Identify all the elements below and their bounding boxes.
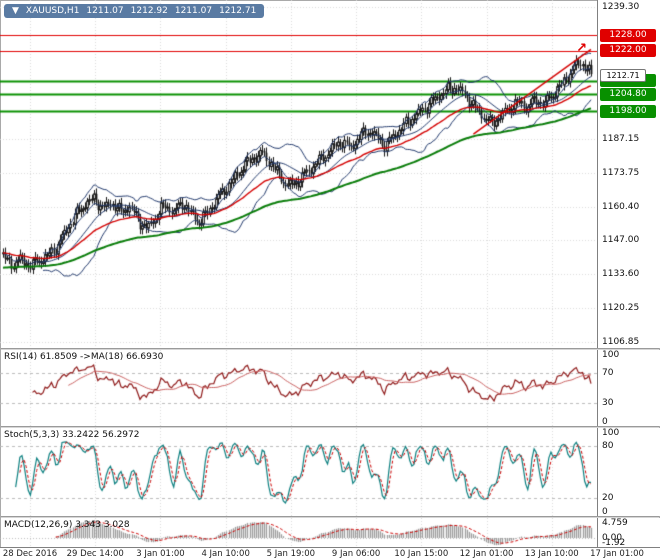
level-badge-1204.80: 1204.80: [600, 87, 656, 101]
main-chart-panel: ▼ XAUUSD,H1 1211.07 1212.92 1211.07 1212…: [0, 0, 660, 348]
panel-separator[interactable]: [0, 516, 660, 518]
macd-axis-label: 4.759: [602, 518, 628, 528]
symbol-ohlc-header[interactable]: ▼ XAUUSD,H1 1211.07 1212.92 1211.07 1212…: [4, 4, 265, 18]
date-label: 13 Jan 10:00: [524, 549, 579, 559]
macd-axis-label: 0.00: [602, 532, 623, 543]
ohlc-open: 1211.07: [86, 6, 124, 16]
date-label: 10 Jan 15:00: [394, 549, 449, 559]
stochastic-axis-label: 80: [602, 440, 614, 451]
main-chart-canvas[interactable]: [0, 0, 597, 348]
collapse-chevron-icon[interactable]: ▼: [12, 6, 19, 16]
macd-axis[interactable]: 4.759 0.00 -1.92: [597, 518, 660, 548]
stochastic-axis[interactable]: 100 80 20 0: [597, 428, 660, 517]
level-badge-1198.00: 1198.00: [600, 104, 656, 118]
symbol-timeframe-label: XAUUSD,H1: [25, 6, 80, 16]
rsi-axis-label: 30: [602, 398, 614, 409]
date-label: 4 Jan 10:00: [201, 549, 250, 559]
trend-arrow-marker: ↗: [576, 41, 588, 57]
ohlc-low: 1211.07: [174, 6, 213, 16]
rsi-axis-label: 0: [602, 417, 608, 427]
date-label: 28 Dec 2016: [2, 549, 58, 559]
price-axis-label: 1239.30: [602, 1, 640, 12]
stochastic-axis-label: 100: [602, 428, 620, 438]
level-badge-1222.00: 1222.00: [600, 44, 656, 58]
rsi-panel: RSI(14) 61.8509 ->MA(18) 66.6930 100 70 30…: [0, 350, 660, 427]
level-badge-1228.00: 1228.00: [600, 28, 656, 42]
date-label: 3 Jan 01:00: [136, 549, 185, 559]
current-price-badge: 1212.71: [600, 68, 646, 82]
price-axis-label: 1187.15: [602, 133, 640, 144]
rsi-canvas[interactable]: [0, 350, 597, 426]
macd-canvas[interactable]: [0, 518, 597, 547]
stochastic-indicator-label: Stoch(5,3,3) 33.2422 56.2972: [4, 430, 140, 440]
price-axis-label: 1173.75: [602, 167, 640, 178]
price-axis-label: 1120.25: [602, 303, 640, 314]
date-label: 17 Jan 01:00: [590, 549, 644, 559]
price-axis-label: 1147.00: [602, 235, 640, 246]
rsi-indicator-label: RSI(14) 61.8509 ->MA(18) 66.6930: [4, 352, 164, 362]
time-axis[interactable]: 28 Dec 2016 29 Dec 14:00 3 Jan 01:00 4 Jan …: [0, 547, 660, 560]
ohlc-close: 1212.71: [219, 6, 257, 16]
price-axis-label: 1133.60: [602, 269, 640, 280]
date-label: 9 Jan 06:00: [331, 549, 381, 559]
rsi-axis[interactable]: 100 70 30 0: [597, 350, 660, 427]
panel-separator[interactable]: [0, 426, 660, 428]
price-axis-label: 1106.85: [602, 337, 640, 348]
date-label: 5 Jan 19:00: [266, 549, 316, 559]
price-axis-label: 1160.40: [602, 201, 640, 212]
stochastic-panel: Stoch(5,3,3) 33.2422 56.2972 100 80 20 0: [0, 428, 660, 517]
rsi-axis-label: 70: [602, 367, 614, 378]
stochastic-axis-label: 20: [602, 493, 614, 504]
date-label: 12 Jan 01:00: [459, 549, 514, 559]
macd-indicator-label: MACD(12,26,9) 3.343 3.028: [4, 520, 130, 530]
stochastic-canvas[interactable]: [0, 428, 597, 516]
ohlc-high: 1212.92: [130, 6, 168, 16]
macd-axis-label: -1.92: [602, 538, 626, 548]
price-axis[interactable]: 1239.30 1187.15 1173.75 1160.40 1147.00 1133.…: [597, 0, 660, 348]
macd-panel: MACD(12,26,9) 3.343 3.028 4.759 0.00 -1.92: [0, 518, 660, 548]
stochastic-axis-label: 0: [602, 507, 608, 517]
panel-separator[interactable]: [0, 348, 660, 350]
rsi-axis-label: 100: [602, 350, 620, 360]
date-label: 29 Dec 14:00: [66, 549, 124, 559]
